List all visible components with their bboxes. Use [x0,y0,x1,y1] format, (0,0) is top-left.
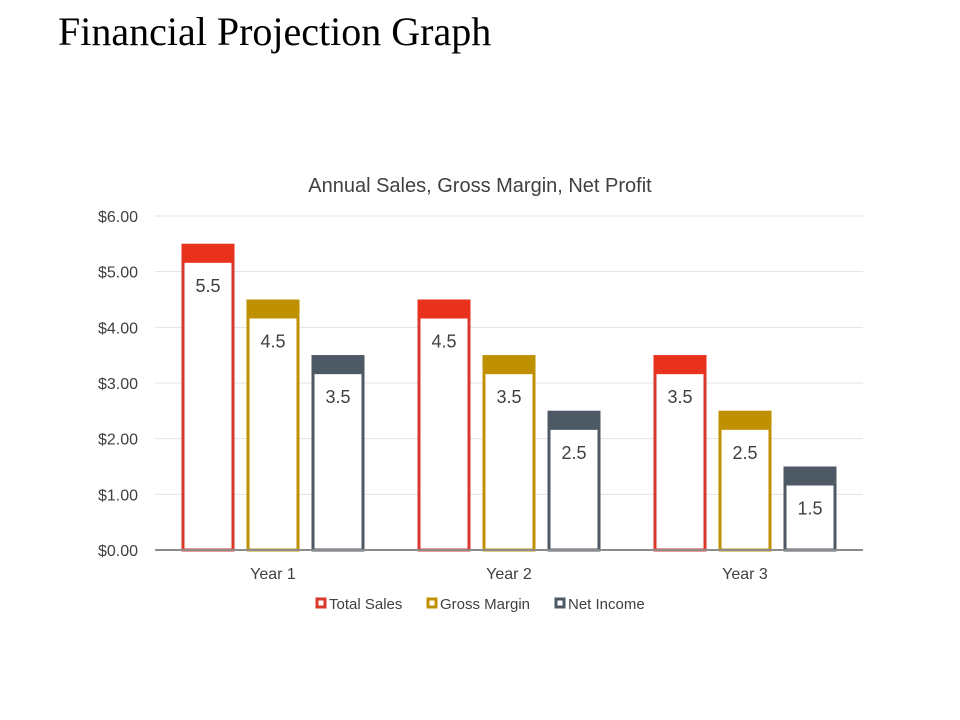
data-labels: 5.5 4.5 3.5 4.5 3.5 2.5 3.5 2.5 1.5 [195,276,822,519]
legend-swatch-total-sales [315,597,327,609]
bar-cap [547,410,601,430]
x-axis-categories: Year 1 Year 2 Year 3 [250,566,768,583]
y-tick-label: $4.00 [98,320,138,337]
data-label: 3.5 [325,387,350,407]
y-tick-label: $5.00 [98,265,138,282]
legend-label: Gross Margin [440,596,530,613]
x-category-label: Year 2 [486,566,532,583]
bar-cap [181,243,235,263]
bar-gross-margin [246,299,300,552]
legend: Total Sales Gross Margin Net Income [315,596,645,613]
data-label: 3.5 [667,387,692,407]
data-label: 4.5 [431,332,456,352]
y-axis-ticks: $0.00 $1.00 $2.00 $3.00 $4.00 $5.00 $6.00 [98,209,138,560]
y-tick-label: $0.00 [98,543,138,560]
x-category-label: Year 1 [250,566,296,583]
legend-swatch-gross-margin [426,597,438,609]
bar-cap [246,299,300,319]
y-tick-label: $3.00 [98,376,138,393]
data-label: 5.5 [195,276,220,296]
bar-net-income [311,355,365,552]
chart-title: Annual Sales, Gross Margin, Net Profit [308,175,652,197]
bar-cap [417,299,471,319]
bar-net-income [547,410,601,552]
y-tick-label: $1.00 [98,487,138,504]
legend-swatch-net-income [554,597,566,609]
bar-total-sales [417,299,471,552]
y-tick-label: $6.00 [98,209,138,226]
data-label: 4.5 [260,332,285,352]
bars [181,243,837,552]
bar-total-sales [653,355,707,552]
data-label: 3.5 [496,387,521,407]
legend-label: Net Income [568,596,645,613]
bar-gross-margin [718,410,772,552]
x-category-label: Year 3 [722,566,768,583]
bar-cap [482,355,536,375]
legend-label: Total Sales [329,596,402,613]
bar-cap [783,466,837,486]
page-title: Financial Projection Graph [58,9,492,54]
bar-gross-margin [482,355,536,552]
bar-cap [718,410,772,430]
bar-cap [311,355,365,375]
data-label: 1.5 [797,499,822,519]
bar-cap [653,355,707,375]
data-label: 2.5 [732,443,757,463]
data-label: 2.5 [561,443,586,463]
y-tick-label: $2.00 [98,432,138,449]
